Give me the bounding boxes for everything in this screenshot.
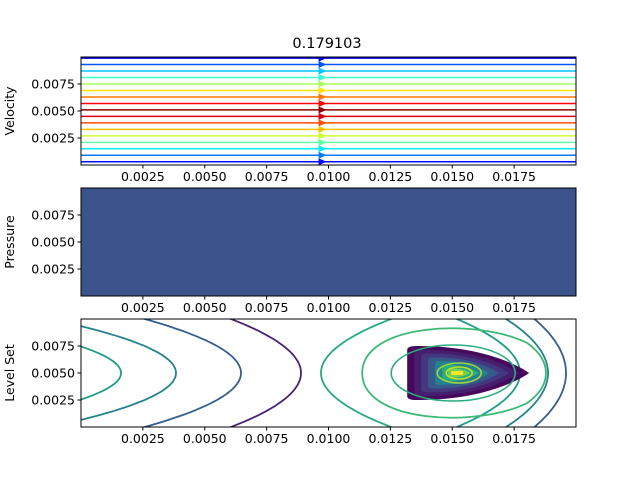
x-tick-label: 0.0050	[183, 300, 227, 315]
x-tick-label: 0.0150	[430, 300, 474, 315]
contour-line	[361, 327, 547, 419]
x-tick-label: 0.0125	[369, 169, 413, 184]
levelset-x-axis: 0.0025 0.0050 0.0075 0.0100 0.0125 0.0150 0.01…	[121, 427, 536, 446]
streamline-arrow	[318, 74, 327, 82]
contour-line	[390, 344, 517, 402]
streamline-arrow	[318, 67, 327, 75]
velocity-y-axis: 0.0025 0.0050 0.0075	[31, 77, 81, 146]
levelset-y-axis: 0.0025 0.0050 0.0075	[31, 339, 81, 408]
streamline-arrow	[318, 93, 327, 101]
core-maximum	[451, 371, 464, 375]
contour-line	[320, 319, 394, 427]
contour-line	[445, 366, 474, 380]
levelset-axis-title: Level Set	[2, 344, 17, 402]
x-tick-label: 0.0150	[430, 169, 474, 184]
velocity-axis-title: Velocity	[2, 86, 17, 136]
velocity-panel: 0.0025 0.0050 0.0075 0.0100 0.0125 0.0150 0.01…	[2, 56, 577, 184]
streamline-arrow	[318, 132, 327, 140]
x-tick-label: 0.0075	[245, 169, 289, 184]
contour-line	[533, 319, 567, 427]
y-tick-label: 0.0050	[31, 235, 75, 250]
streamline-arrow	[318, 158, 327, 165]
y-tick-label: 0.0075	[31, 208, 75, 223]
streamline-arrow	[318, 86, 327, 94]
velocity-streamlines	[81, 57, 576, 165]
y-tick-label: 0.0075	[31, 77, 75, 92]
contour-line	[81, 345, 122, 401]
streamline-arrow	[318, 61, 327, 69]
velocity-x-axis: 0.0025 0.0050 0.0075 0.0100 0.0125 0.0150 0.01…	[121, 165, 536, 184]
figure-title: 0.179103	[292, 36, 361, 52]
x-tick-label: 0.0100	[307, 300, 351, 315]
x-tick-label: 0.0100	[307, 169, 351, 184]
y-tick-label: 0.0025	[31, 262, 75, 277]
streamline-arrow	[318, 112, 327, 120]
pressure-filled-contour	[81, 188, 576, 296]
x-tick-label: 0.0025	[121, 300, 165, 315]
streamline-arrow	[318, 125, 327, 133]
x-tick-label: 0.0075	[245, 431, 289, 446]
x-tick-label: 0.0025	[121, 169, 165, 184]
pressure-panel: 0.0025 0.0050 0.0075 0.0100 0.0125 0.0150 0.01…	[2, 187, 577, 315]
x-tick-label: 0.0100	[307, 431, 351, 446]
x-tick-label: 0.0075	[245, 300, 289, 315]
streamline-arrow	[318, 145, 327, 153]
x-tick-label: 0.0025	[121, 431, 165, 446]
contour-line	[436, 362, 483, 384]
contour-line	[81, 325, 177, 421]
x-tick-label: 0.0050	[183, 169, 227, 184]
streamline-arrow	[318, 138, 327, 146]
pressure-x-axis: 0.0025 0.0050 0.0075 0.0100 0.0125 0.0150 0.01…	[121, 296, 536, 315]
pressure-axis-title: Pressure	[2, 215, 17, 269]
x-tick-label: 0.0125	[369, 431, 413, 446]
y-tick-label: 0.0050	[31, 104, 75, 119]
x-tick-label: 0.0175	[492, 300, 536, 315]
x-tick-label: 0.0125	[369, 300, 413, 315]
x-tick-label: 0.0175	[492, 431, 536, 446]
streamline-arrow	[318, 57, 327, 62]
streamline-arrow	[318, 119, 327, 127]
contour-line	[228, 319, 302, 427]
pressure-y-axis: 0.0025 0.0050 0.0075	[31, 208, 81, 277]
streamline-arrow	[318, 106, 327, 114]
contour-line	[141, 319, 242, 427]
y-tick-label: 0.0025	[31, 131, 75, 146]
streamline-arrow	[318, 99, 327, 107]
levelset-contours	[81, 319, 567, 427]
x-tick-label: 0.0150	[430, 431, 474, 446]
y-tick-label: 0.0050	[31, 366, 75, 381]
streamline-arrow	[318, 80, 327, 88]
x-tick-label: 0.0175	[492, 169, 536, 184]
levelset-panel: 0.0025 0.0050 0.0075 0.0100 0.0125 0.0150 0.01…	[2, 318, 577, 446]
contour-line	[504, 319, 549, 427]
x-tick-label: 0.0050	[183, 431, 227, 446]
y-tick-label: 0.0075	[31, 339, 75, 354]
y-tick-label: 0.0025	[31, 393, 75, 408]
streamline-arrow	[318, 151, 327, 159]
